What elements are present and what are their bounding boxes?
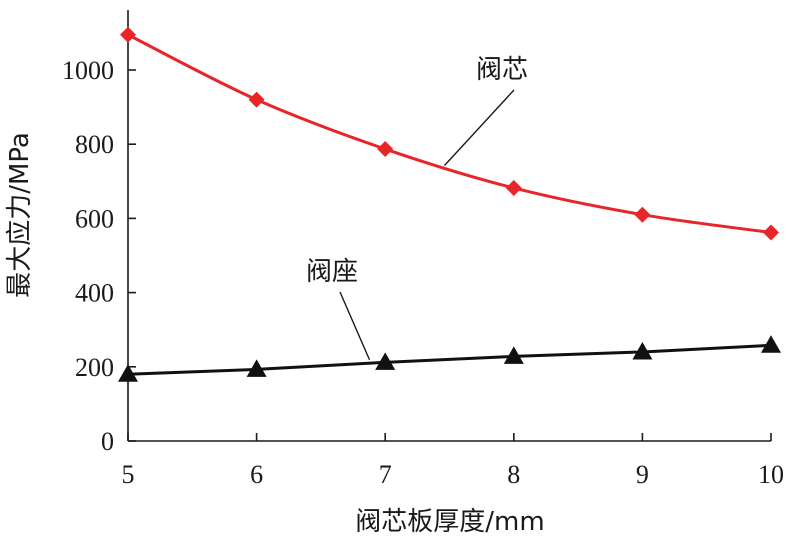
series-label-valve-seat: 阀座 [306, 257, 358, 287]
y-ticks: 0 200 400 600 800 1000 [62, 56, 136, 456]
series-leader-line-valve-seat [339, 291, 371, 361]
series-lines [127, 33, 772, 376]
x-tick-label: 8 [507, 460, 520, 489]
data-point-valve-core [248, 91, 265, 108]
series-line-valve-core [127, 33, 772, 234]
series-markers [118, 26, 781, 382]
data-point-valve-seat [632, 341, 653, 360]
y-axis-title: 最大应力/MPa [5, 132, 35, 298]
y-tick-label: 1000 [62, 56, 114, 85]
data-point-valve-seat [503, 346, 524, 364]
y-tick-label: 800 [75, 130, 114, 159]
y-tick-label: 600 [75, 204, 114, 233]
x-axis-title: 阀芯板厚度/mm [355, 507, 544, 537]
y-tick-label: 200 [75, 353, 114, 382]
y-tick-label: 0 [101, 427, 114, 456]
data-point-valve-core [377, 141, 394, 158]
series-line-valve-seat [127, 343, 772, 376]
data-point-valve-core [763, 224, 779, 241]
y-tick-label: 400 [75, 279, 114, 308]
data-point-valve-seat [375, 352, 396, 370]
axes [127, 10, 771, 442]
data-point-valve-core [634, 206, 651, 223]
x-tick-label: 6 [250, 460, 263, 489]
series-label-valve-core: 阀芯 [476, 55, 528, 85]
data-point-valve-core [505, 179, 522, 196]
x-tick-label: 7 [379, 460, 392, 489]
data-point-valve-seat [118, 364, 138, 382]
x-tick-label: 9 [636, 460, 649, 489]
x-ticks: 5 6 7 8 9 10 [122, 433, 784, 489]
series-leader-line-valve-core [443, 89, 515, 166]
annotations: 阀芯 阀座 [306, 55, 528, 361]
data-point-valve-seat [246, 359, 267, 377]
x-tick-label: 5 [122, 460, 135, 489]
x-tick-label: 10 [758, 460, 784, 489]
data-point-valve-seat [761, 335, 781, 353]
data-point-valve-core [120, 26, 136, 43]
